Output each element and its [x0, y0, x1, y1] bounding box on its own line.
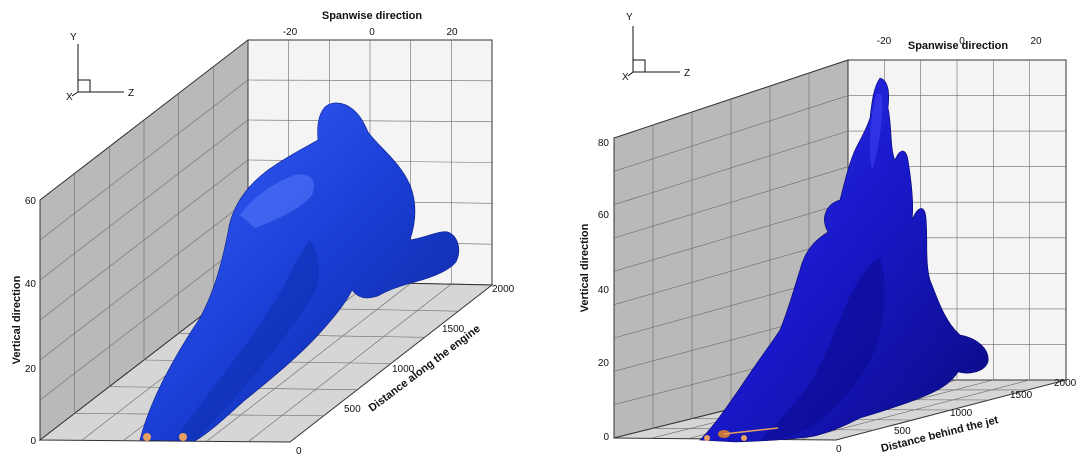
right-side-grid-line: [613, 201, 849, 272]
left-floor-grid-line: [248, 283, 452, 442]
right-side-grid-line: [613, 95, 849, 172]
right-plume: [699, 77, 989, 443]
right-floor-grid-line: [798, 379, 1030, 440]
left-side-grid-line: [39, 159, 249, 321]
left-nozzle-2: [179, 433, 187, 441]
left-back-grid-line: [247, 79, 493, 82]
left-stream-tick-1000: 1000: [392, 364, 415, 375]
right-plume-inner: [760, 258, 885, 441]
right-stream-tick-500: 500: [894, 426, 911, 437]
right-span-label: Spanwise direction: [908, 40, 1009, 52]
left-floor-grid-line: [206, 283, 411, 442]
left-span-tick-1: -20: [283, 27, 298, 38]
left-vert-tick-20: 20: [25, 364, 37, 375]
right-triad-x: X: [622, 72, 629, 83]
left-triad-z: Z: [128, 88, 134, 99]
left-triad-x: X: [66, 92, 73, 103]
right-axis-triad: [627, 26, 680, 77]
right-span-tick-3: 20: [1030, 36, 1042, 47]
left-side-grid-line: [39, 79, 249, 241]
right-side-grid-line: [613, 130, 849, 205]
left-side-grid-line: [39, 239, 249, 401]
right-triad-z: Z: [684, 68, 690, 79]
left-stream-tick-500: 500: [344, 404, 361, 415]
left-vert-tick-60: 60: [25, 196, 37, 207]
left-span-label: Spanwise direction: [322, 10, 423, 22]
left-plume-highlight: [240, 174, 315, 228]
right-nozzle-2: [741, 435, 747, 441]
left-axis-triad: [71, 44, 124, 97]
left-vert-label: Vertical direction: [11, 275, 23, 364]
left-side-grid-line: [39, 119, 249, 281]
right-side-grid-line: [613, 166, 849, 239]
right-vert-tick-20: 20: [598, 358, 610, 369]
right-stream-tick-0: 0: [836, 444, 842, 454]
right-vert-tick-0: 0: [603, 432, 609, 443]
left-span-tick-2: 0: [369, 27, 375, 38]
left-back-grid-line: [247, 119, 493, 122]
right-vert-tick-40: 40: [598, 285, 610, 296]
left-span-tick-3: 20: [446, 27, 458, 38]
right-stream-tick-1000: 1000: [950, 408, 973, 419]
right-triad-y: Y: [626, 12, 633, 23]
left-nozzle-1: [143, 433, 151, 441]
left-vert-tick-0: 0: [30, 436, 36, 447]
right-nozzle-1: [704, 435, 710, 441]
chart-left: -20 0 20 Spanwise direction 0 20 40 60 V…: [11, 10, 515, 454]
right-stream-tick-1500: 1500: [1010, 390, 1033, 401]
left-plume-inner: [175, 240, 320, 441]
right-vert-label: Vertical direction: [579, 223, 591, 312]
left-stream-tick-1500: 1500: [442, 324, 465, 335]
left-side-grid-line: [39, 199, 249, 361]
left-triad-y: Y: [70, 32, 77, 43]
right-stream-tick-2000: 2000: [1054, 378, 1077, 389]
right-span-tick-1: -20: [877, 36, 892, 47]
right-vert-tick-80: 80: [598, 138, 610, 149]
right-plume-highlight: [869, 93, 883, 170]
chart-right: -20 0 20 Spanwise direction 0 20 40 60 8…: [579, 12, 1077, 454]
right-span-tick-2: 0: [959, 36, 965, 47]
left-stream-tick-0: 0: [296, 446, 302, 454]
right-nozzle-jet: [723, 427, 779, 435]
left-vert-tick-40: 40: [25, 279, 37, 290]
left-stream-tick-2000: 2000: [492, 284, 515, 295]
right-vert-tick-60: 60: [598, 210, 610, 221]
